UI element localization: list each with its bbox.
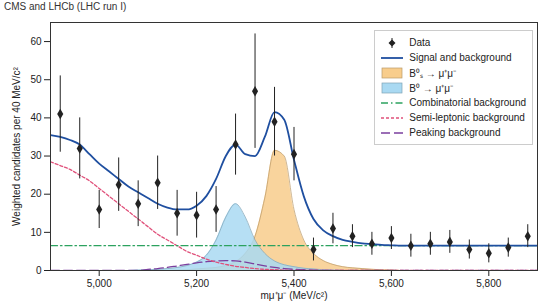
svg-text:10: 10 (30, 227, 42, 238)
svg-text:mμ⁺μ⁻ (MeV/c²): mμ⁺μ⁻ (MeV/c²) (261, 290, 328, 301)
svg-text:0: 0 (36, 265, 42, 276)
svg-text:30: 30 (30, 150, 42, 161)
html-text:Data: Data (409, 37, 431, 48)
svg-text:5,200: 5,200 (184, 278, 209, 289)
html-text:CMS and LHCb (LHC run I): CMS and LHCb (LHC run I) (4, 1, 127, 12)
html-text:Signal and background: Signal and background (409, 52, 512, 63)
svg-text:5,400: 5,400 (281, 278, 306, 289)
svg-text:5,600: 5,600 (379, 278, 404, 289)
svg-text:Weighted candidates per 40 MeV: Weighted candidates per 40 MeV/c² (11, 66, 22, 225)
html-text:Peaking background: Peaking background (409, 127, 501, 138)
svg-text:5,800: 5,800 (476, 278, 501, 289)
svg-text:60: 60 (30, 36, 42, 47)
svg-text:5,000: 5,000 (87, 278, 112, 289)
html-text:B⁰ → μ⁺μ⁻: B⁰ → μ⁺μ⁻ (409, 82, 453, 94)
svg-text:40: 40 (30, 112, 42, 123)
html-text:B⁰ₛ → μ⁺μ⁻: B⁰ₛ → μ⁺μ⁻ (409, 67, 456, 79)
html-text:Combinatorial background: Combinatorial background (409, 97, 526, 108)
html-text:Semi-leptonic background: Semi-leptonic background (409, 112, 525, 123)
svg-text:50: 50 (30, 74, 42, 85)
svg-text:20: 20 (30, 188, 42, 199)
